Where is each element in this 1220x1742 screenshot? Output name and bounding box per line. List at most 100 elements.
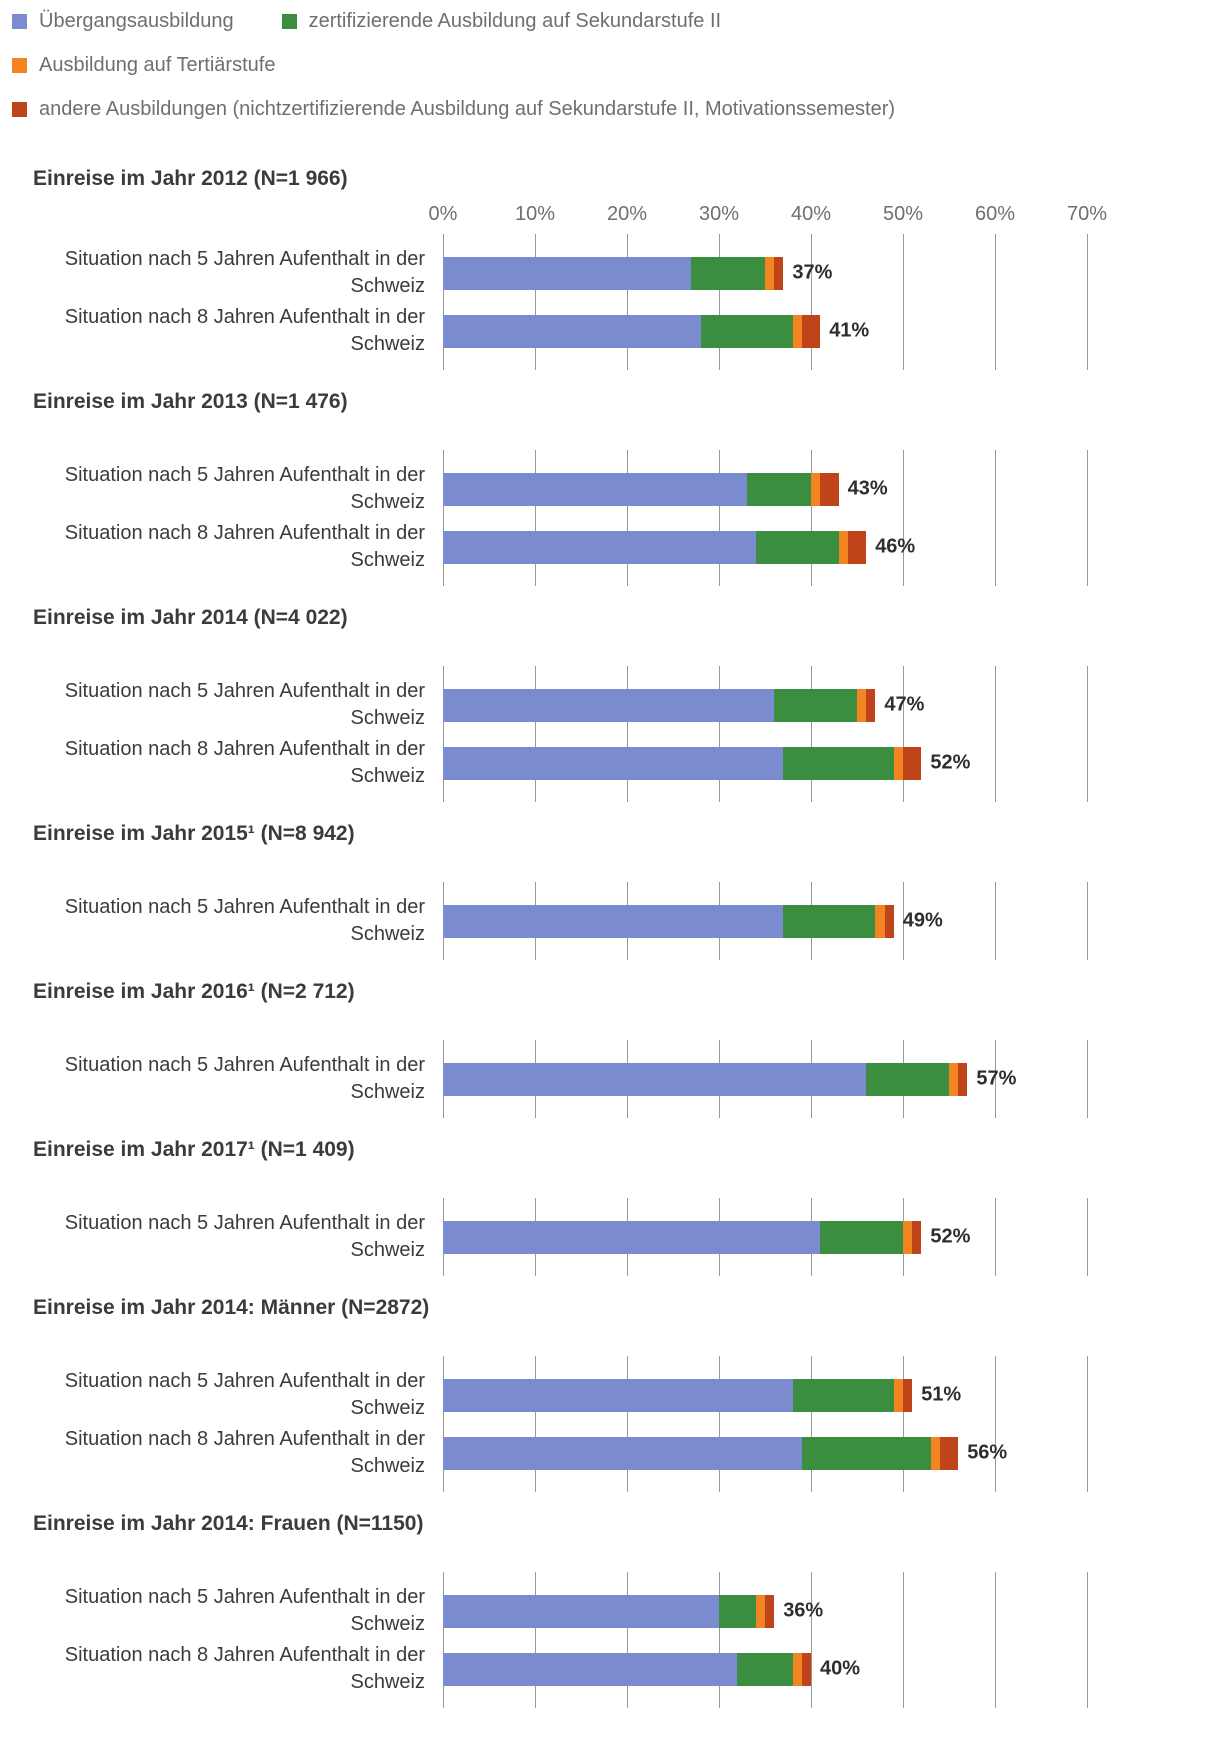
gridline bbox=[995, 1040, 996, 1118]
bar-segment-uebergangsausbildung bbox=[443, 688, 775, 722]
bar-segment-andere-ausbildungen bbox=[912, 1220, 922, 1254]
bar-track: 40% bbox=[443, 1652, 1183, 1686]
x-axis: 0% 10% 20% 30% 40% 50% 60% 70% bbox=[429, 203, 1107, 226]
row-label: Situation nach 5 Jahren Aufenthalt in de… bbox=[64, 464, 425, 513]
chart-section: Einreise im Jahr 2013 (N=1 476) Situation… bbox=[0, 390, 1220, 586]
gridline bbox=[535, 1572, 536, 1708]
bar-row: Situation nach 5 Jahren Aufenthalt in de… bbox=[0, 1582, 1220, 1640]
bar-track: 51% bbox=[443, 1378, 1183, 1412]
plot-area: Situation nach 5 Jahren Aufenthalt in de… bbox=[0, 666, 1220, 802]
bar-segment-zertifizierende-sek2 bbox=[755, 530, 839, 564]
stacked-bar bbox=[443, 314, 1183, 348]
chart-body: Einreise im Jahr 2012 (N=1 966) 0% 10% 20% 3… bbox=[0, 167, 1220, 1708]
value-label: 40% bbox=[820, 1657, 861, 1680]
gridline bbox=[995, 234, 996, 370]
stacked-bar bbox=[443, 472, 1183, 506]
gridline bbox=[903, 1356, 904, 1492]
bar-segment-zertifizierende-sek2 bbox=[783, 904, 876, 938]
bar-segment-andere-ausbildungen bbox=[866, 688, 876, 722]
bar-segment-andere-ausbildungen bbox=[801, 314, 821, 348]
stacked-bar bbox=[443, 530, 1183, 564]
chart-section: Einreise im Jahr 2015¹ (N=8 942) Situatio… bbox=[0, 822, 1220, 960]
gridline bbox=[627, 450, 628, 586]
bar-segment-uebergangsausbildung bbox=[443, 314, 701, 348]
bar-segment-uebergangsausbildung bbox=[443, 1062, 867, 1096]
stacked-bar bbox=[443, 1594, 1183, 1628]
gridline bbox=[995, 882, 996, 960]
legend-item-uebergangsausbildung: Übergangsausbildung bbox=[12, 10, 234, 33]
axis-tick-label: 40% bbox=[790, 203, 832, 225]
section-title: Einreise im Jahr 2013 (N=1 476) bbox=[33, 390, 348, 413]
bar-row: Situation nach 5 Jahren Aufenthalt in de… bbox=[0, 460, 1220, 518]
bar-segment-zertifizierende-sek2 bbox=[774, 688, 857, 722]
gridline bbox=[995, 666, 996, 802]
row-label: Situation nach 8 Jahren Aufenthalt in de… bbox=[64, 738, 425, 787]
gridline bbox=[1087, 234, 1088, 370]
bar-track: 52% bbox=[443, 746, 1183, 780]
gridline bbox=[903, 666, 904, 802]
legend-item-andere-ausbildungen: andere Ausbildungen (nichtzertifizierend… bbox=[12, 98, 895, 121]
row-label: Situation nach 5 Jahren Aufenthalt in de… bbox=[64, 1370, 425, 1419]
value-label: 46% bbox=[875, 535, 916, 558]
stacked-bar bbox=[443, 1436, 1183, 1470]
gridline bbox=[995, 1198, 996, 1276]
stacked-bar bbox=[443, 1652, 1183, 1686]
bar-segment-zertifizierende-sek2 bbox=[691, 256, 765, 290]
section-title: Einreise im Jahr 2017¹ (N=1 409) bbox=[33, 1138, 355, 1161]
row-label: Situation nach 5 Jahren Aufenthalt in de… bbox=[64, 1054, 425, 1103]
bar-track: 57% bbox=[443, 1062, 1183, 1096]
bar-segment-zertifizierende-sek2 bbox=[792, 1378, 894, 1412]
bar-segment-andere-ausbildungen bbox=[884, 904, 894, 938]
gridline bbox=[443, 666, 444, 802]
bar-row: Situation nach 5 Jahren Aufenthalt in de… bbox=[0, 1208, 1220, 1266]
row-label: Situation nach 8 Jahren Aufenthalt in de… bbox=[64, 1428, 425, 1477]
value-label: 57% bbox=[976, 1067, 1017, 1090]
bar-row: Situation nach 5 Jahren Aufenthalt in de… bbox=[0, 892, 1220, 950]
gridline bbox=[535, 234, 536, 370]
plot-area: Situation nach 5 Jahren Aufenthalt in de… bbox=[0, 882, 1220, 960]
gridline bbox=[811, 1572, 812, 1708]
bar-segment-andere-ausbildungen bbox=[774, 256, 784, 290]
legend-row: andere Ausbildungen (nichtzertifizierend… bbox=[12, 98, 1208, 121]
legend-label: Ausbildung auf Tertiärstufe bbox=[39, 54, 276, 76]
row-label: Situation nach 5 Jahren Aufenthalt in de… bbox=[64, 1212, 425, 1261]
bar-segment-andere-ausbildungen bbox=[958, 1062, 968, 1096]
bar-segment-andere-ausbildungen bbox=[820, 472, 839, 506]
value-label: 37% bbox=[792, 261, 833, 284]
gridline bbox=[443, 234, 444, 370]
section-title: Einreise im Jahr 2014: Männer (N=2872) bbox=[33, 1296, 430, 1319]
value-label: 52% bbox=[930, 1225, 971, 1248]
gridline bbox=[627, 234, 628, 370]
value-label: 36% bbox=[783, 1599, 824, 1622]
row-label: Situation nach 5 Jahren Aufenthalt in de… bbox=[64, 896, 425, 945]
bar-segment-zertifizierende-sek2 bbox=[866, 1062, 949, 1096]
bar-track: 41% bbox=[443, 314, 1183, 348]
chart-section: Einreise im Jahr 2014: Frauen (N=1150) Si… bbox=[0, 1512, 1220, 1708]
bar-segment-uebergangsausbildung bbox=[443, 1378, 793, 1412]
chart-legend: Übergangsausbildung zertifizierende Ausb… bbox=[0, 0, 1220, 121]
gridline bbox=[903, 450, 904, 586]
bar-segment-tertiaerstufe bbox=[893, 1378, 903, 1412]
bar-row: Situation nach 8 Jahren Aufenthalt in de… bbox=[0, 734, 1220, 792]
legend-swatch-tertiaerstufe bbox=[12, 58, 27, 73]
gridline bbox=[811, 1356, 812, 1492]
bar-segment-uebergangsausbildung bbox=[443, 904, 784, 938]
value-label: 51% bbox=[921, 1383, 962, 1406]
chart-section: Einreise im Jahr 2017¹ (N=1 409) Situatio… bbox=[0, 1138, 1220, 1276]
bar-segment-zertifizierende-sek2 bbox=[801, 1436, 931, 1470]
bar-segment-tertiaerstufe bbox=[792, 1652, 802, 1686]
gridline bbox=[627, 1572, 628, 1708]
legend-label: zertifizierende Ausbildung auf Sekundars… bbox=[308, 10, 722, 32]
bar-row: Situation nach 8 Jahren Aufenthalt in de… bbox=[0, 518, 1220, 576]
row-label: Situation nach 8 Jahren Aufenthalt in de… bbox=[64, 522, 425, 571]
row-label: Situation nach 5 Jahren Aufenthalt in de… bbox=[64, 1586, 425, 1635]
bar-track: 47% bbox=[443, 688, 1183, 722]
legend-swatch-zertifizierende-sek2 bbox=[281, 14, 297, 29]
legend-label: Übergangsausbildung bbox=[39, 10, 234, 32]
gridline bbox=[443, 1356, 444, 1492]
legend-item-tertiaerstufe: Ausbildung auf Tertiärstufe bbox=[12, 54, 275, 77]
bar-segment-zertifizierende-sek2 bbox=[700, 314, 793, 348]
gridline bbox=[1087, 450, 1088, 586]
bar-segment-tertiaerstufe bbox=[838, 530, 848, 564]
